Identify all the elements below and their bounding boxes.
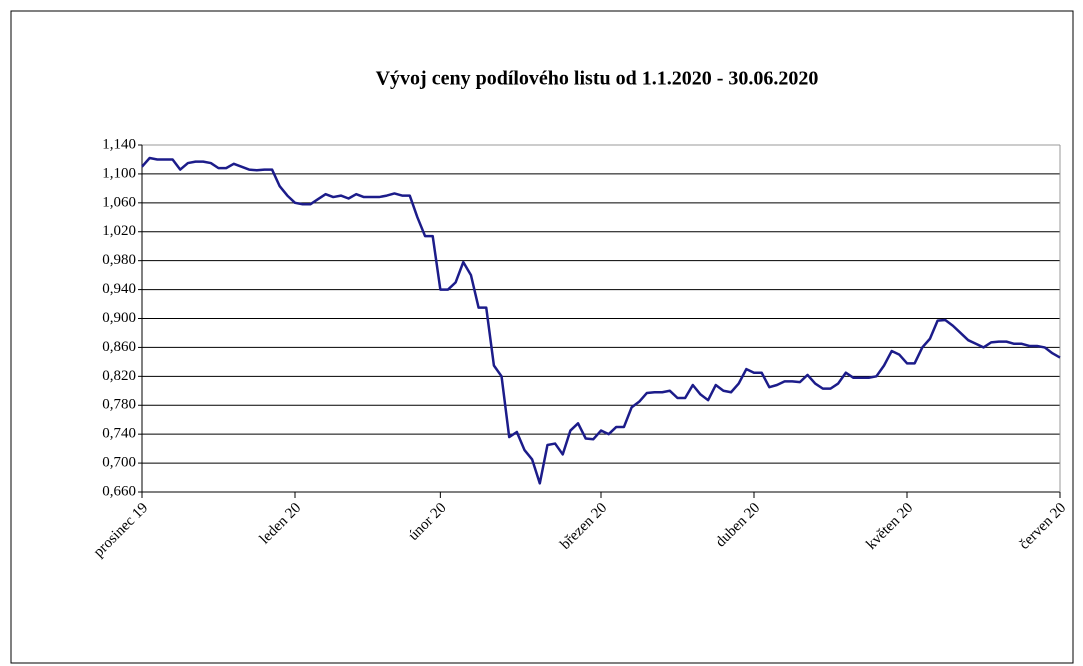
- price-line: [141, 156, 1061, 485]
- y-tick-label: 0,660: [102, 483, 136, 499]
- chart-title: Vývoj ceny podílového listu od 1.1.2020 …: [376, 68, 819, 90]
- y-tick-label: 0,980: [102, 252, 136, 268]
- y-tick-label: 1,100: [102, 165, 136, 181]
- y-tick-label: 0,740: [102, 426, 136, 442]
- y-tick-label: 0,860: [102, 339, 136, 355]
- y-tick-label: 0,940: [102, 281, 136, 297]
- y-tick-label: 1,140: [102, 136, 136, 152]
- y-tick-label: 0,900: [102, 310, 136, 326]
- y-tick-label: 1,020: [102, 223, 136, 239]
- y-tick-label: 0,780: [102, 397, 136, 413]
- y-tick-label: 0,700: [102, 455, 136, 471]
- chart-border: [10, 10, 1074, 664]
- y-tick-label: 1,060: [102, 194, 136, 210]
- y-tick-label: 0,820: [102, 368, 136, 384]
